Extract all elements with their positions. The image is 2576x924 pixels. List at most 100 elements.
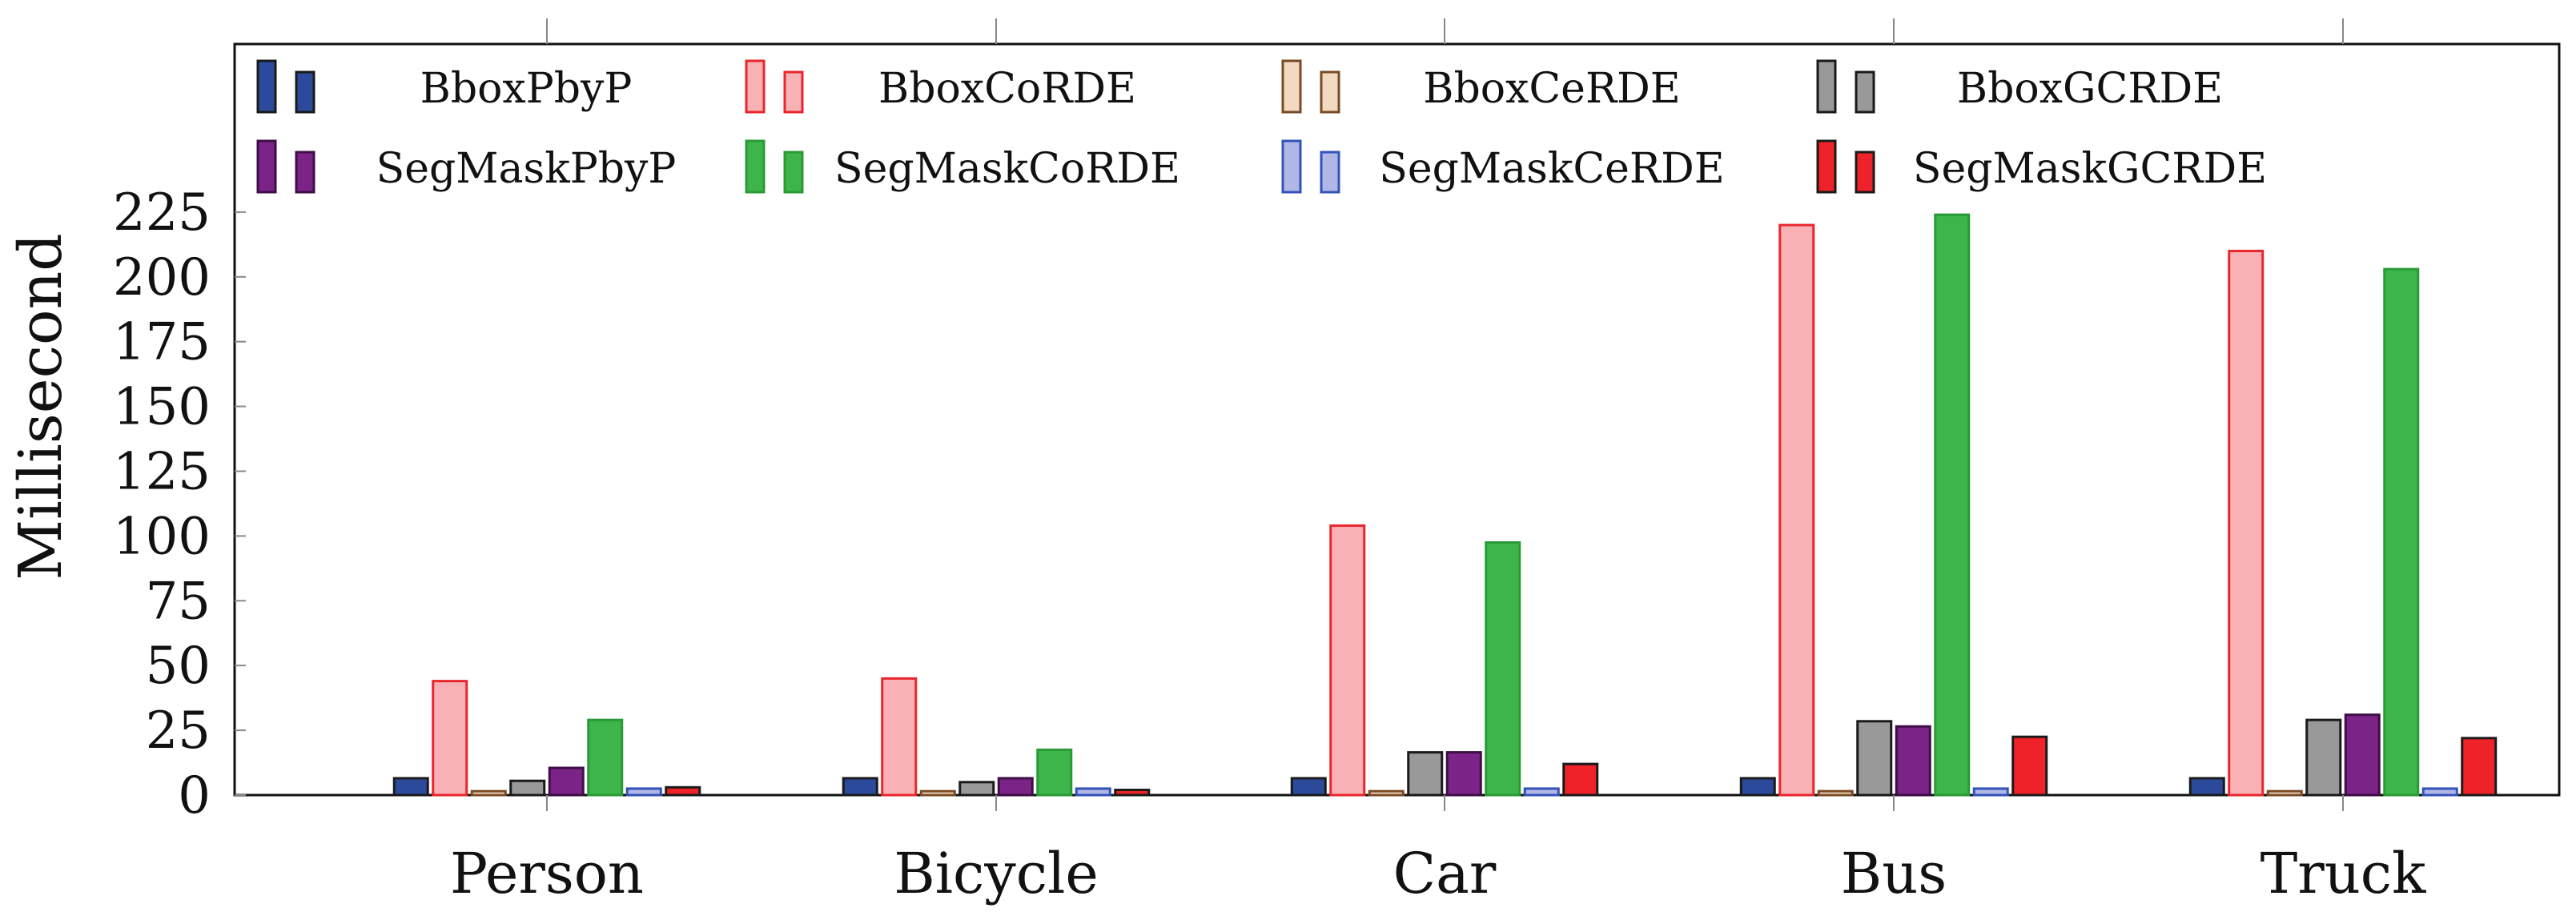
bar-SegMaskGCRDE-Bicycle — [1114, 789, 1151, 797]
bar-SegMaskPbyP-Car — [1445, 751, 1482, 797]
series-SegMaskGCRDE — [665, 735, 2498, 797]
series-BboxPbyP — [392, 777, 2225, 797]
legend-item-BboxPbyP: BboxPbyP — [256, 59, 633, 114]
y-tick-label: 50 — [146, 637, 211, 696]
y-tick-label: 75 — [146, 572, 211, 631]
legend-swatch — [295, 70, 315, 114]
legend-item-BboxCeRDE: BboxCeRDE — [1281, 59, 1681, 114]
bar-SegMaskCoRDE-Car — [1485, 540, 1521, 797]
bar-BboxCoRDE-Truck — [2228, 249, 2265, 797]
bar-SegMaskPbyP-Person — [548, 766, 585, 797]
legend-label: SegMaskPbyP — [376, 145, 677, 193]
x-tick-label: Bicycle — [894, 841, 1099, 906]
series-SegMaskPbyP — [548, 713, 2381, 797]
legend-swatch — [783, 70, 804, 114]
bar-BboxCoRDE-Bicycle — [881, 677, 918, 797]
legend-item-SegMaskCoRDE: SegMaskCoRDE — [745, 139, 1180, 194]
axis-ticks — [546, 18, 2344, 811]
bar-SegMaskPbyP-Bicycle — [997, 777, 1034, 797]
y-tick-label: 200 — [113, 248, 211, 307]
series-BboxCeRDE — [470, 789, 2303, 797]
bar-SegMaskPbyP-Bus — [1895, 725, 1931, 797]
bar-SegMaskCoRDE-Bus — [1934, 213, 1971, 797]
series-SegMaskCeRDE — [625, 787, 2458, 797]
bar-SegMaskCeRDE-Bicycle — [1075, 787, 1111, 797]
bar-BboxGCRDE-Bicycle — [958, 781, 995, 797]
legend-swatch — [1855, 151, 1875, 194]
legend-swatch — [256, 59, 277, 114]
x-tick-label: Person — [450, 841, 644, 906]
bar-SegMaskCoRDE-Person — [587, 718, 624, 797]
legend-swatch — [1281, 59, 1302, 114]
x-tick-label: Truck — [2261, 841, 2426, 906]
legend-label: SegMaskCeRDE — [1379, 145, 1725, 193]
bar-BboxCoRDE-Person — [432, 680, 468, 797]
bar-BboxPbyP-Person — [392, 777, 429, 797]
bar-BboxCeRDE-Bicycle — [919, 789, 956, 797]
bar-SegMaskGCRDE-Truck — [2461, 737, 2498, 797]
legend-swatch — [783, 151, 804, 194]
legend-item-BboxGCRDE: BboxGCRDE — [1816, 59, 2223, 114]
y-tick-label: 225 — [113, 183, 211, 243]
legend-label: BboxCoRDE — [878, 65, 1136, 113]
y-tick-label: 150 — [113, 378, 211, 437]
series-SegMaskCoRDE — [587, 213, 2420, 797]
legend-label: SegMaskCoRDE — [834, 145, 1180, 193]
legend-item-BboxCoRDE: BboxCoRDE — [745, 59, 1136, 114]
y-tick-label: 100 — [113, 507, 211, 566]
bar-BboxGCRDE-Person — [509, 779, 546, 797]
y-tick-label: 125 — [113, 443, 211, 502]
legend-item-SegMaskCeRDE: SegMaskCeRDE — [1281, 139, 1725, 194]
bar-BboxCoRDE-Bus — [1778, 223, 1815, 797]
series-BboxCoRDE — [432, 223, 2265, 797]
bar-BboxPbyP-Car — [1290, 777, 1327, 797]
legend-swatch — [295, 151, 315, 194]
bar-SegMaskGCRDE-Person — [665, 785, 701, 797]
bar-SegMaskPbyP-Truck — [2344, 713, 2381, 797]
legend-swatch — [1281, 139, 1302, 194]
y-tick-label: 0 — [178, 766, 211, 826]
legend-label: SegMaskGCRDE — [1913, 145, 2267, 193]
bar-SegMaskCoRDE-Bicycle — [1036, 748, 1073, 797]
bar-BboxCeRDE-Truck — [2266, 789, 2303, 797]
bar-BboxGCRDE-Bus — [1856, 720, 1893, 797]
bar-BboxCoRDE-Car — [1329, 524, 1366, 797]
legend-label: BboxPbyP — [420, 65, 633, 113]
y-axis-label: Millisecond — [6, 233, 75, 580]
bar-SegMaskCeRDE-Person — [625, 787, 662, 797]
legend-label: BboxGCRDE — [1957, 65, 2223, 113]
legend: BboxPbyP BboxCoRDE BboxCeRDE BboxGCRDE SegMa… — [256, 59, 2267, 194]
bar-BboxCeRDE-Bus — [1817, 789, 1854, 797]
series-BboxGCRDE — [509, 718, 2342, 797]
x-axis-ticks: Person Bicycle Car Bus Truck — [450, 841, 2426, 906]
bars-group — [392, 213, 2498, 797]
legend-item-SegMaskPbyP: SegMaskPbyP — [256, 139, 677, 194]
bar-SegMaskGCRDE-Car — [1562, 762, 1599, 797]
bar-BboxGCRDE-Car — [1407, 751, 1444, 797]
bar-BboxCeRDE-Car — [1368, 789, 1405, 797]
bar-SegMaskCoRDE-Truck — [2383, 267, 2420, 797]
bar-SegMaskGCRDE-Bus — [2011, 735, 2048, 797]
legend-swatch — [745, 139, 766, 194]
x-tick-label: Bus — [1841, 841, 1947, 906]
legend-swatch — [1855, 70, 1875, 114]
legend-label: BboxCeRDE — [1423, 65, 1681, 113]
y-tick-label: 25 — [146, 701, 211, 761]
bar-BboxCeRDE-Person — [470, 789, 507, 797]
x-tick-label: Car — [1393, 841, 1497, 906]
y-tick-label: 175 — [113, 313, 211, 372]
legend-swatch — [1320, 70, 1340, 114]
bar-BboxPbyP-Bicycle — [842, 777, 878, 797]
legend-swatch — [745, 59, 766, 114]
legend-swatch — [1320, 151, 1340, 194]
legend-swatch — [1816, 139, 1837, 194]
legend-swatch — [1816, 59, 1837, 114]
bar-BboxGCRDE-Truck — [2305, 718, 2342, 797]
bar-BboxPbyP-Bus — [1739, 777, 1776, 797]
bar-SegMaskCeRDE-Bus — [1972, 787, 2009, 797]
bar-SegMaskCeRDE-Truck — [2421, 787, 2458, 797]
bar-BboxPbyP-Truck — [2188, 777, 2225, 797]
bar-SegMaskCeRDE-Car — [1523, 787, 1560, 797]
legend-swatch — [256, 139, 277, 194]
